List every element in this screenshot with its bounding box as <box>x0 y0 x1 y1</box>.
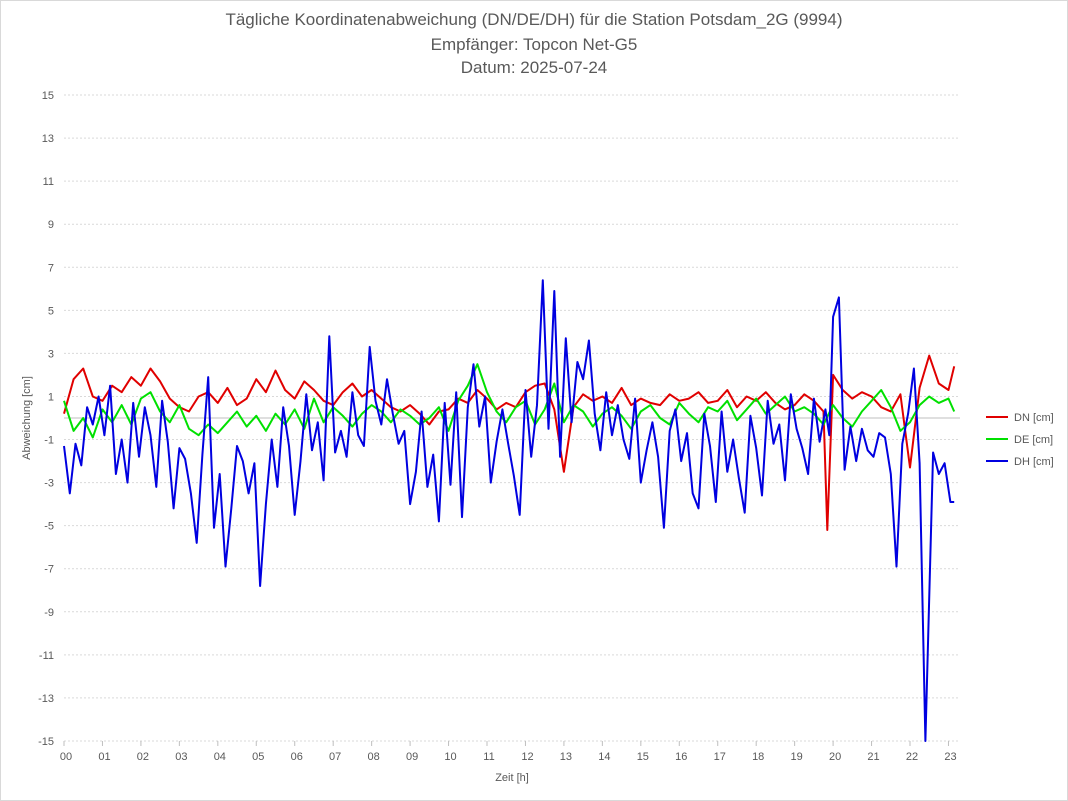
series-line-dn <box>63 354 956 531</box>
x-tick-label: 19 <box>791 751 803 763</box>
y-tick-label: 7 <box>48 262 54 274</box>
y-tick-label: 15 <box>42 90 54 102</box>
chart-subtitle-date: Datum: 2025-07-24 <box>460 58 608 77</box>
grid-lines <box>64 94 960 742</box>
x-tick-labels: 00 01 02 03 04 05 06 07 08 09 10 11 12 13 14 15 16 17 18 19… <box>60 741 957 763</box>
x-tick-label: 17 <box>714 751 726 763</box>
y-tick-label: 9 <box>48 219 54 231</box>
x-tick-label: 22 <box>906 751 918 763</box>
x-tick-label: 01 <box>98 751 110 763</box>
x-tick-label: 05 <box>252 751 264 763</box>
x-axis-label: Zeit [h] <box>495 772 529 784</box>
y-tick-labels: 15 13 11 9 7 5 3 1 -1 -3 -5 -7 -9 -11 -13 -15 <box>38 90 54 748</box>
x-tick-label: 20 <box>829 751 841 763</box>
legend: DN [cm] DE [cm] DH [cm] <box>986 412 1054 468</box>
y-tick-label: -7 <box>44 564 54 576</box>
x-tick-label: 08 <box>368 751 380 763</box>
x-tick-label: 16 <box>675 751 687 763</box>
y-tick-label: 3 <box>48 348 54 360</box>
x-tick-label: 03 <box>175 751 187 763</box>
y-tick-label: -11 <box>39 650 54 662</box>
y-axis-label: Abweichung [cm] <box>21 376 33 460</box>
y-tick-label: -3 <box>44 478 54 490</box>
series-line-dh <box>63 279 955 742</box>
series-lines <box>63 279 956 742</box>
x-tick-label: 21 <box>867 751 879 763</box>
x-tick-label: 15 <box>637 751 649 763</box>
y-tick-label: -9 <box>44 607 54 619</box>
x-tick-label: 02 <box>137 751 149 763</box>
series-line-de <box>63 363 956 439</box>
chart-subtitle-receiver: Empfänger: Topcon Net-G5 <box>430 35 638 54</box>
legend-label: DE [cm] <box>1014 434 1053 446</box>
chart-title: Tägliche Koordinatenabweichung (DN/DE/DH… <box>225 10 843 29</box>
x-tick-label: 23 <box>944 751 956 763</box>
x-tick-label: 13 <box>560 751 572 763</box>
x-tick-label: 04 <box>214 751 226 763</box>
legend-label: DH [cm] <box>1014 456 1054 468</box>
y-tick-label: 13 <box>42 133 54 145</box>
y-tick-label: -1 <box>44 435 54 447</box>
x-tick-label: 00 <box>60 751 72 763</box>
x-tick-label: 11 <box>483 751 494 763</box>
y-tick-label: -15 <box>38 736 54 748</box>
x-tick-label: 12 <box>521 751 533 763</box>
x-tick-label: 18 <box>752 751 764 763</box>
x-tick-label: 06 <box>291 751 303 763</box>
x-tick-label: 07 <box>329 751 341 763</box>
y-tick-label: -5 <box>44 521 54 533</box>
y-tick-label: 5 <box>48 305 54 317</box>
legend-label: DN [cm] <box>1014 412 1054 424</box>
y-tick-label: 11 <box>43 176 54 188</box>
x-tick-label: 14 <box>598 751 610 763</box>
x-tick-label: 09 <box>406 751 418 763</box>
y-tick-label: -13 <box>38 693 54 705</box>
x-tick-label: 10 <box>444 751 456 763</box>
y-tick-label: 1 <box>48 391 54 403</box>
